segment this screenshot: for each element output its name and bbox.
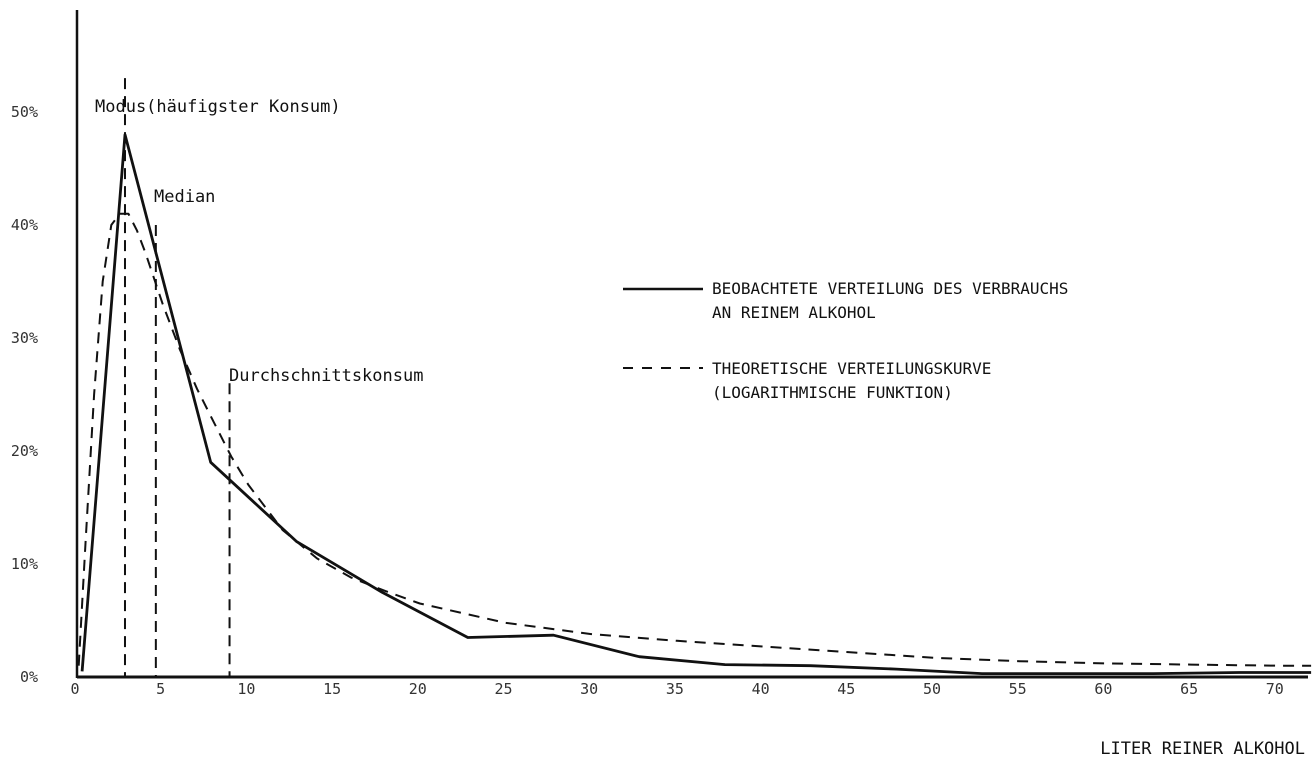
x-tick-label: 60 (1094, 680, 1112, 698)
x-tick-labels: 0 5 10 15 20 25 30 35 40 45 50 55 60 65 70 (70, 680, 1283, 698)
legend-label-observed-line1: BEOBACHTETE VERTEILUNG DES VERBRAUCHS (712, 279, 1068, 298)
x-axis-title: LITER REINER ALKOHOL (1100, 739, 1305, 759)
legend-label-observed-line2: AN REINEM ALKOHOL (712, 303, 876, 322)
series-line-theoretical (77, 212, 1312, 667)
legend-label-theoretical-line2: (LOGARITHMISCHE FUNKTION) (712, 383, 953, 402)
legend-label-theoretical-line1: THEORETISCHE VERTEILUNGSKURVE (712, 359, 991, 378)
axes (75, 10, 1308, 679)
y-tick-label: 20% (11, 442, 38, 460)
y-tick-label: 10% (11, 555, 38, 573)
y-tick-labels: 0% 10% 20% 30% 40% 50% (11, 103, 38, 686)
x-tick-label: 40 (752, 680, 770, 698)
x-tick-label: 50 (923, 680, 941, 698)
marker-label: Durchschnittskonsum (229, 366, 423, 386)
y-tick-label: 40% (11, 216, 38, 234)
marker-label: Median (154, 187, 215, 207)
x-tick-label: 65 (1180, 680, 1198, 698)
marker-label: Modus(häufigster Konsum) (95, 97, 341, 117)
x-tick-label: 10 (237, 680, 255, 698)
y-tick-label: 0% (20, 668, 38, 686)
x-tick-label: 20 (409, 680, 427, 698)
x-tick-label: 5 (156, 680, 165, 698)
x-tick-label: 35 (666, 680, 684, 698)
series-line-observed (80, 133, 1312, 675)
y-tick-label: 50% (11, 103, 38, 121)
legend: BEOBACHTETE VERTEILUNG DES VERBRAUCHS AN… (623, 279, 1068, 402)
y-tick-label: 30% (11, 329, 38, 347)
x-tick-label: 55 (1009, 680, 1027, 698)
x-tick-label: 15 (323, 680, 341, 698)
x-tick-label: 70 (1266, 680, 1284, 698)
x-tick-label: 0 (70, 680, 79, 698)
x-tick-label: 30 (580, 680, 598, 698)
x-tick-label: 45 (837, 680, 855, 698)
data-series (77, 133, 1312, 675)
reference-markers: Modus(häufigster Konsum) Median Durchschni… (95, 78, 423, 677)
x-tick-label: 25 (494, 680, 512, 698)
